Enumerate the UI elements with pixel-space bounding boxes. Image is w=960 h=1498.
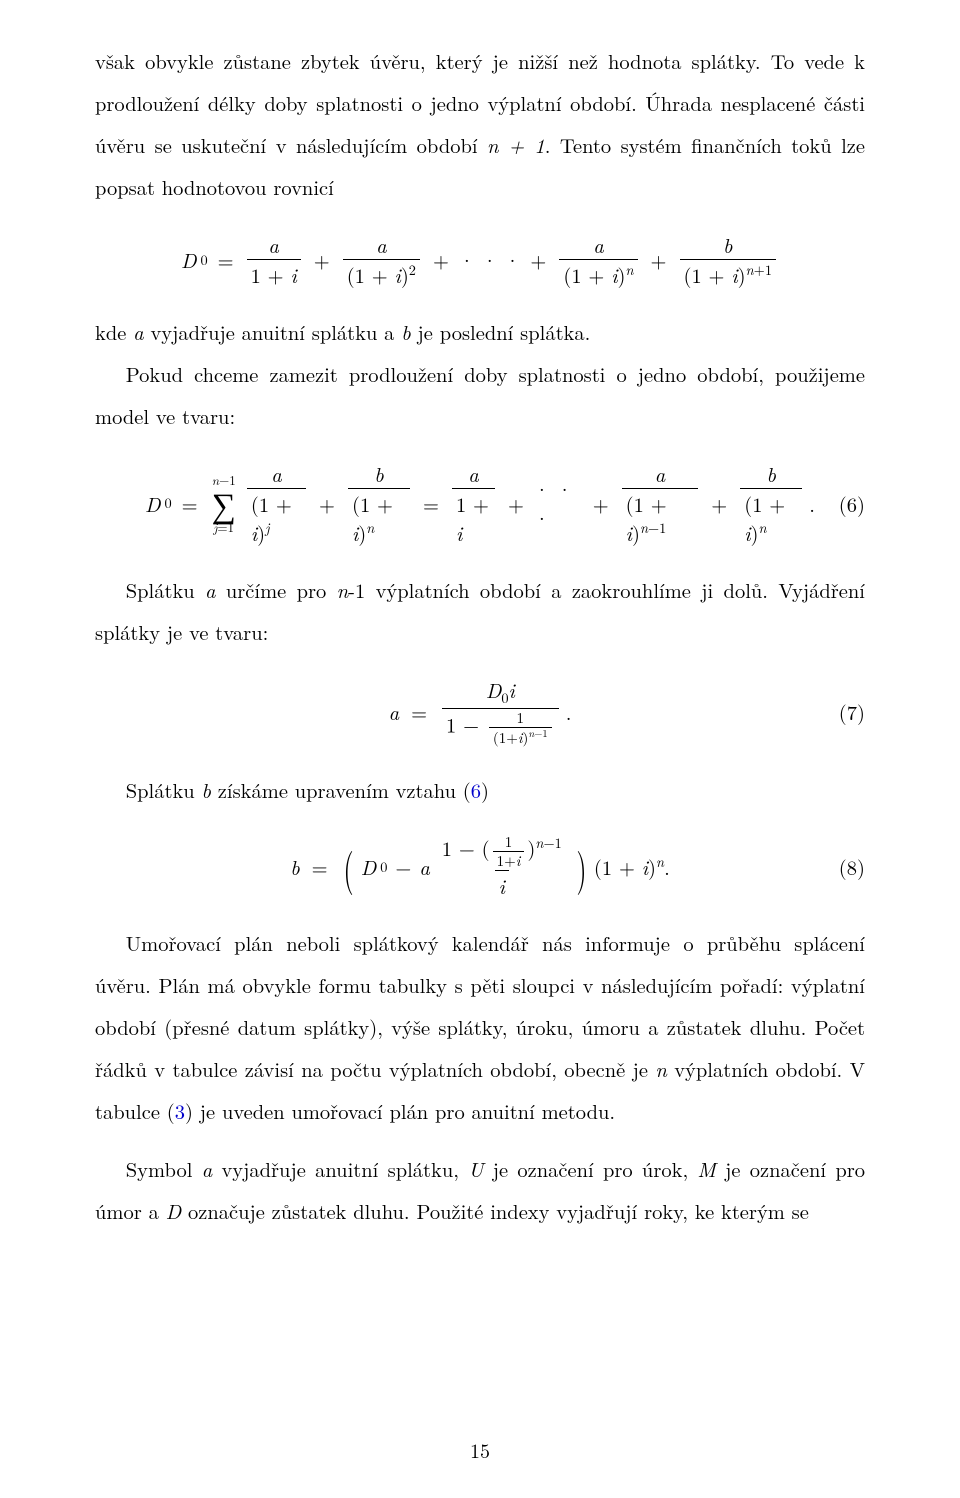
var-a: a	[205, 575, 215, 604]
var-n: n	[655, 1054, 667, 1083]
var-n: n	[337, 575, 349, 604]
page: však obvykle zůstane zbytek úvěru, který…	[0, 0, 960, 1498]
p6c: ) je uveden umořovací plán pro anuitní m…	[185, 1096, 615, 1125]
frac-sum-a: a (1 + i)j	[247, 459, 306, 547]
eq-D: D	[145, 489, 160, 518]
paragraph-6: Umořovací plán neboli splátkový kalendář…	[95, 922, 865, 1132]
var-a: a	[202, 1154, 212, 1183]
eq-number-6: (6)	[815, 489, 865, 518]
var-D: D	[361, 852, 376, 881]
paragraph-2: kde a vyjadřuje anuitní splátku a b je p…	[95, 311, 865, 353]
p4b: určíme pro	[216, 575, 337, 604]
paragraph-7: Symbol a vyjadřuje anuitní splátku, U je…	[95, 1148, 865, 1232]
p7b: vyjadřuje anuitní splátku,	[212, 1154, 468, 1183]
paragraph-4: Splátku a určíme pro n-1 výplatních obdo…	[95, 569, 865, 653]
eq8-content: b = ( D0 − a 1 − (11+i)n−1 i ) (1 + i)n.	[145, 833, 815, 900]
frac-a-nm1: a (1 + i)n−1	[622, 459, 699, 547]
var-a: a	[419, 852, 429, 881]
eq-equals: =	[218, 245, 234, 274]
plus: +	[508, 489, 524, 518]
plus: +	[711, 489, 727, 518]
equation-6: D0 = n−1 ∑ j=1 a (1 + i)j + b (1 + i)n =…	[95, 459, 865, 547]
paragraph-1: však obvykle zůstane zbytek úvěru, který…	[95, 40, 865, 208]
frac-n: a (1 + i)n	[559, 230, 637, 289]
equation-8: b = ( D0 − a 1 − (11+i)n−1 i ) (1 + i)n.…	[95, 833, 865, 900]
p2b: vyjadřuje anuitní splátku a	[144, 317, 402, 346]
eq-D: D	[181, 245, 196, 274]
eq-number-8: (8)	[815, 852, 865, 881]
frac-sum-b: b (1 + i)n	[348, 459, 410, 547]
eq-equals: =	[182, 489, 198, 518]
eq-sub0: 0	[164, 493, 171, 513]
eq6-content: D0 = n−1 ∑ j=1 a (1 + i)j + b (1 + i)n =…	[145, 459, 815, 547]
frac-eq7: D0i 1 − 1(1+i)n−1	[442, 675, 559, 747]
paren-right: )	[576, 851, 586, 882]
var-b: b	[290, 852, 299, 881]
p7e: označuje zůstatek dluhu. Použité indexy …	[181, 1196, 809, 1225]
var-b: b	[401, 317, 410, 346]
p5a: Splátku	[126, 775, 202, 804]
var-b: b	[202, 775, 211, 804]
paragraph-3: Pokud chceme zamezit prodloužení doby sp…	[95, 353, 865, 437]
equation-7: a = D0i 1 − 1(1+i)n−1 . (7)	[95, 675, 865, 747]
eq-equals: =	[411, 697, 427, 726]
p7a: Symbol	[126, 1154, 202, 1183]
paren-left: (	[343, 851, 353, 882]
page-number: 15	[0, 1435, 960, 1464]
ref-6-link[interactable]: 6	[471, 775, 481, 804]
plus: +	[530, 245, 546, 274]
eq-sub0: 0	[200, 250, 207, 270]
period: .	[566, 697, 572, 726]
sum-symbol: n−1 ∑ j=1	[212, 473, 236, 533]
var-a: a	[133, 317, 143, 346]
var-U: U	[468, 1154, 483, 1183]
plus: +	[593, 489, 609, 518]
frac-b: b (1 + i)n+1	[680, 230, 777, 289]
frac-a-1: a 1 + i	[452, 459, 495, 547]
eq-equals: =	[312, 852, 328, 881]
paragraph-5: Splátku b získáme upravením vztahu (6)	[95, 769, 865, 811]
dots: · · ·	[459, 245, 521, 274]
eq-equals: =	[423, 489, 439, 518]
math-n-plus-1: n + 1	[487, 130, 545, 159]
eq-number-7: (7)	[815, 697, 865, 726]
p3-text: Pokud chceme zamezit prodloužení doby sp…	[95, 359, 865, 430]
dots: · · ·	[534, 474, 583, 532]
var-M: M	[697, 1154, 715, 1183]
p7c: je označení pro úrok,	[483, 1154, 697, 1183]
p4a: Splátku	[126, 575, 205, 604]
p5c: )	[481, 775, 489, 804]
plus: +	[651, 245, 667, 274]
frac-b-n: b (1 + i)n	[740, 459, 802, 547]
p2a: kde	[95, 317, 133, 346]
equation-d0-series: D0 = a 1 + i + a (1 + i)2 + · · · + a (1…	[95, 230, 865, 289]
var-D: D	[166, 1196, 181, 1225]
frac-2: a (1 + i)2	[343, 230, 420, 289]
eq-content: D0 = a 1 + i + a (1 + i)2 + · · · + a (1…	[95, 230, 865, 289]
frac-1: a 1 + i	[247, 230, 301, 289]
var-a: a	[389, 697, 399, 726]
plus: +	[319, 489, 335, 518]
ref-3-link[interactable]: 3	[175, 1096, 185, 1125]
plus: +	[314, 245, 330, 274]
p2c: je poslední splátka.	[411, 317, 591, 346]
eq7-content: a = D0i 1 − 1(1+i)n−1 .	[145, 675, 815, 747]
p5b: získáme upravením vztahu (	[211, 775, 471, 804]
plus: +	[433, 245, 449, 274]
frac-eq8: 1 − (11+i)n−1 i	[438, 833, 566, 900]
